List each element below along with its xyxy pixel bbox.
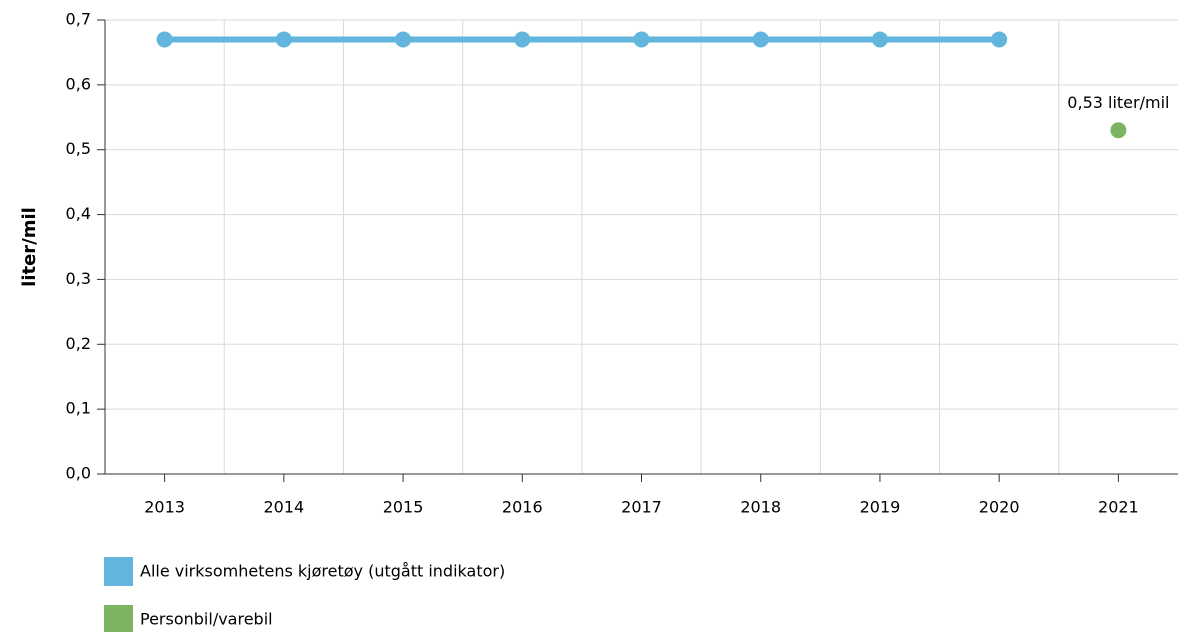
data-point [633, 31, 650, 48]
y-tick-label: 0,7 [66, 10, 91, 29]
data-point [514, 31, 531, 48]
data-point [991, 31, 1008, 48]
y-axis-label: liter/mil [19, 207, 40, 287]
data-point [752, 31, 769, 48]
x-tick-label: 2020 [979, 498, 1020, 517]
data-point [1110, 122, 1127, 139]
data-point [871, 31, 888, 48]
x-tick-label: 2021 [1098, 498, 1139, 517]
y-tick-label: 0,0 [66, 464, 91, 483]
x-tick-label: 2017 [621, 498, 662, 517]
legend-swatch [104, 605, 133, 632]
data-point [156, 31, 173, 48]
legend-swatch [104, 557, 133, 586]
x-tick-label: 2016 [502, 498, 543, 517]
legend-label: Alle virksomhetens kjøretøy (utgått indi… [140, 562, 505, 581]
y-tick-label: 0,5 [66, 139, 91, 158]
x-tick-label: 2013 [144, 498, 185, 517]
y-tick-label: 0,6 [66, 74, 91, 93]
x-tick-label: 2018 [740, 498, 781, 517]
x-tick-label: 2019 [860, 498, 901, 517]
data-label: 0,53 liter/mil [1067, 93, 1169, 112]
y-tick-label: 0,3 [66, 269, 91, 288]
x-tick-label: 2014 [263, 498, 304, 517]
y-tick-label: 0,4 [66, 204, 91, 223]
x-tick-label: 2015 [383, 498, 424, 517]
y-tick-label: 0,2 [66, 334, 91, 353]
y-tick-label: 0,1 [66, 399, 91, 418]
data-point [395, 31, 412, 48]
legend-label: Personbil/varebil [140, 610, 273, 629]
data-point [275, 31, 292, 48]
